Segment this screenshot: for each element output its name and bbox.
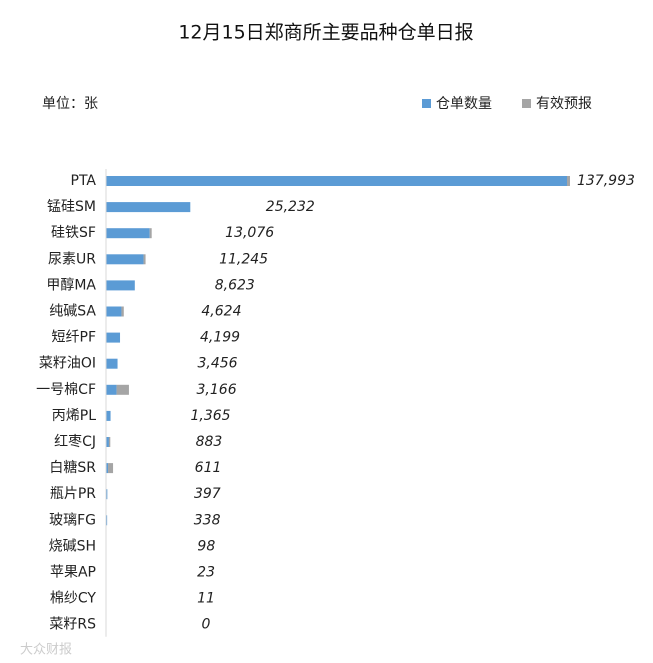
category-label: 锰硅SM — [47, 199, 96, 215]
watermark: 大众财报 — [20, 643, 72, 658]
category-label: 棉纱CY — [50, 590, 97, 607]
bar-segment — [566, 176, 570, 186]
bar-segment — [106, 384, 117, 395]
value-label: 11 — [197, 591, 215, 607]
bar-segment — [106, 515, 108, 526]
bar-segment — [116, 384, 129, 395]
category-label: 尿素UR — [48, 251, 96, 267]
category-label: 玻璃FG — [49, 511, 96, 528]
value-label: 1,365 — [191, 408, 231, 424]
category-label: 红枣CJ — [54, 434, 96, 450]
legend-swatch — [522, 99, 531, 108]
bar-segment — [106, 437, 109, 447]
category-label: 短纤PF — [52, 330, 97, 346]
category-label: 瓶片PR — [50, 486, 96, 502]
value-label: 137,993 — [577, 173, 635, 189]
legend-label: 仓单数量 — [436, 96, 492, 112]
value-label: 0 — [202, 617, 211, 633]
value-label: 4,624 — [201, 304, 241, 320]
bar-segment — [108, 463, 114, 474]
value-label: 397 — [194, 486, 221, 502]
unit-label: 单位：张 — [42, 96, 98, 112]
category-label: 纯碱SA — [49, 304, 96, 320]
bar-segment — [106, 280, 135, 291]
value-label: 11,245 — [219, 251, 268, 267]
category-label: 烧碱SH — [49, 538, 96, 554]
category-label: 菜籽油OI — [39, 356, 96, 372]
value-label: 25,232 — [266, 199, 315, 215]
category-label: 甲醇MA — [46, 276, 96, 293]
chart-title: 12月15日郑商所主要品种仓单日报 — [178, 22, 473, 44]
value-label: 13,076 — [225, 225, 274, 241]
category-label: 硅铁SF — [51, 225, 96, 241]
value-label: 611 — [195, 460, 222, 476]
value-label: 338 — [194, 512, 221, 528]
value-label: 3,166 — [197, 382, 237, 398]
bar-segment — [106, 254, 144, 265]
bar-segment — [106, 176, 567, 186]
bar-segment — [106, 358, 118, 369]
category-label: PTA — [71, 173, 97, 189]
bar-segment — [143, 254, 146, 265]
value-label: 3,456 — [197, 356, 237, 372]
bar-segment — [106, 228, 150, 239]
value-label: 8,623 — [215, 277, 255, 293]
bar-segment — [106, 410, 111, 421]
category-label: 苹果AP — [50, 565, 96, 581]
bar-segment — [106, 332, 121, 343]
category-label: 一号棉CF — [36, 381, 96, 398]
legend-swatch — [422, 99, 431, 108]
bar-segment — [106, 463, 109, 474]
bar-segment — [106, 306, 122, 317]
bar-segment — [149, 228, 152, 239]
bar-segment — [106, 202, 191, 213]
category-label: 菜籽RS — [49, 617, 96, 633]
value-label: 4,199 — [200, 330, 240, 346]
bar-segment — [121, 306, 124, 317]
legend-label: 有效预报 — [536, 96, 592, 112]
bar-segment — [106, 489, 108, 500]
category-label: 白糖SR — [49, 460, 96, 476]
value-label: 883 — [196, 434, 223, 450]
value-label: 98 — [197, 538, 215, 554]
bar-segment — [108, 437, 111, 447]
value-label: 23 — [197, 565, 215, 581]
category-label: 丙烯PL — [52, 408, 96, 424]
